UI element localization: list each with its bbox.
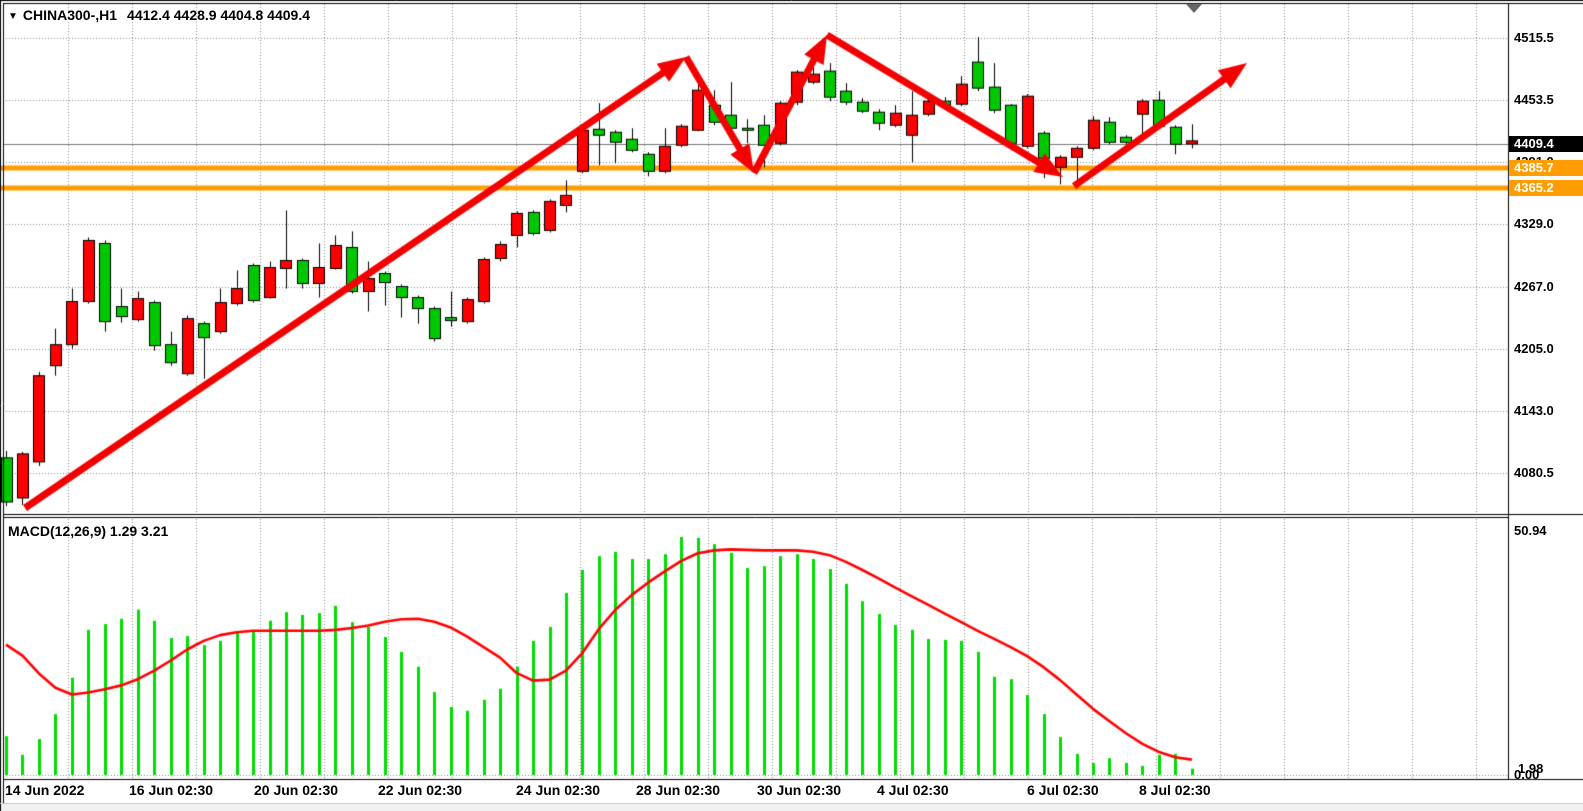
price-tick-label: 4080.5 [1514, 465, 1554, 481]
price-tick-label: 4515.5 [1514, 29, 1554, 45]
time-tick-label: 22 Jun 02:30 [378, 782, 463, 798]
symbol-dropdown-icon[interactable]: ▼ [8, 11, 18, 22]
time-tick-label: 4 Jul 02:30 [877, 782, 949, 798]
time-tick-label: 20 Jun 02:30 [254, 782, 339, 798]
price-tick-label: 4453.5 [1514, 91, 1554, 107]
price-tick-label: 4205.0 [1514, 340, 1554, 356]
macd-scale-zero-label: 0.00 [1514, 767, 1540, 782]
current-price-badge: 4409.4 [1509, 135, 1583, 152]
price-tick-label: 4329.0 [1514, 216, 1554, 232]
time-tick-label: 30 Jun 02:30 [757, 782, 842, 798]
level-badge-lower: 4365.2 [1509, 180, 1583, 197]
chart-title-bar: ▼ CHINA300-,H1 4412.4 4428.9 4404.8 4409.4 [8, 7, 310, 23]
macd-scale-max-label: 50.94 [1514, 523, 1547, 538]
price-tick-label: 4267.0 [1514, 278, 1554, 294]
time-tick-label: 28 Jun 02:30 [636, 782, 721, 798]
time-tick-label: 6 Jul 02:30 [1027, 782, 1099, 798]
ohlc-readout: 4412.4 4428.9 4404.8 4409.4 [127, 7, 310, 23]
time-tick-label: 16 Jun 02:30 [129, 782, 214, 798]
time-tick-label: 24 Jun 02:30 [516, 782, 601, 798]
time-tick-label: 8 Jul 02:30 [1139, 782, 1211, 798]
symbol-timeframe-label: CHINA300-,H1 [22, 7, 118, 23]
macd-indicator-label: MACD(12,26,9) 1.29 3.21 [8, 523, 169, 539]
macd-current-value-label: 1.98 [1518, 761, 1544, 776]
price-tick-label: 4143.0 [1514, 402, 1554, 418]
bar-shift-marker-icon[interactable] [1186, 4, 1202, 13]
level-badge-upper: 4385.7 [1509, 159, 1583, 176]
time-tick-label: 14 Jun 2022 [5, 782, 85, 798]
